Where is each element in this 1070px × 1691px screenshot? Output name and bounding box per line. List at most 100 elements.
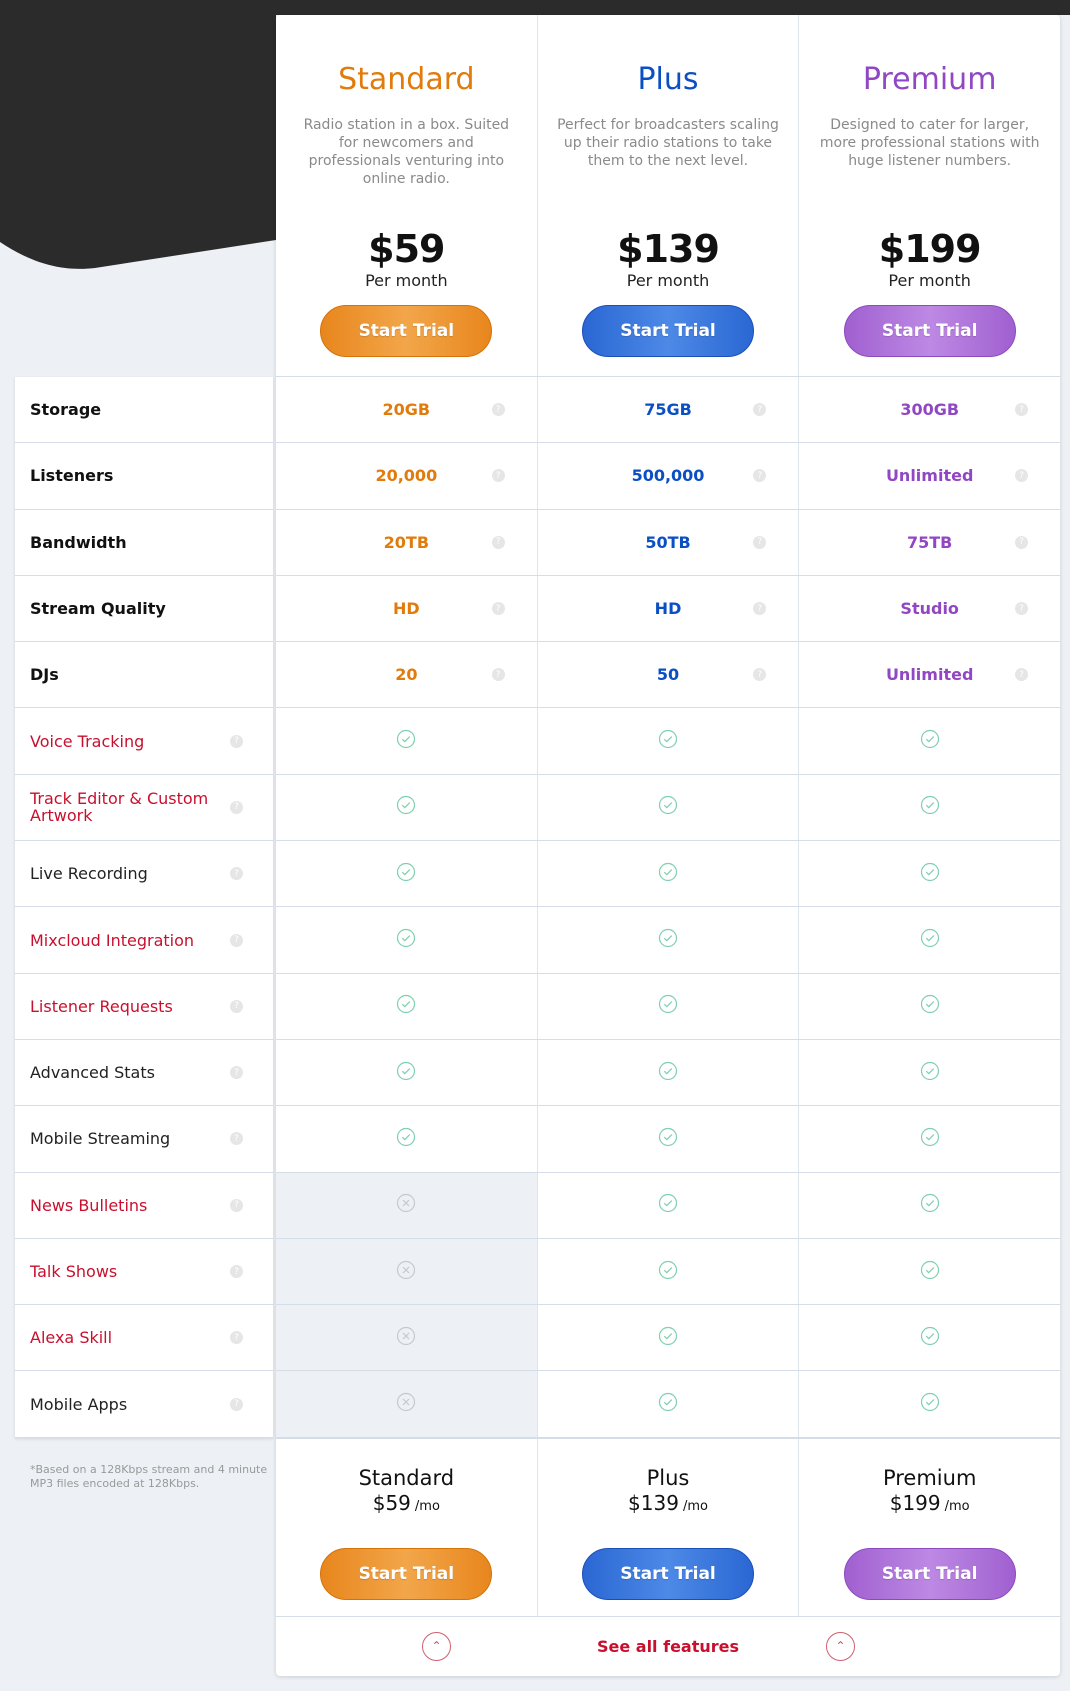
- help-icon[interactable]: ?: [753, 403, 767, 417]
- table-row: [276, 1106, 1060, 1173]
- start-trial-button[interactable]: Start Trial: [843, 1547, 1016, 1600]
- feature-link[interactable]: Talk Shows: [30, 1262, 118, 1281]
- cell-value: 75TB: [906, 532, 953, 552]
- feature-label: Stream Quality: [30, 599, 166, 619]
- feature-label-row: Mobile Apps?: [15, 1371, 273, 1438]
- check-circle-icon: [658, 1061, 678, 1085]
- footer-price: $59: [372, 1490, 411, 1515]
- collapse-up-icon[interactable]: ⌃: [422, 1631, 451, 1661]
- cell-premium: [799, 1040, 1060, 1105]
- cell-standard: [276, 1371, 538, 1437]
- help-icon[interactable]: ?: [230, 999, 243, 1013]
- help-icon[interactable]: ?: [753, 469, 767, 483]
- plan-footer-standard: Standard $59/mo Start Trial: [276, 1438, 538, 1616]
- table-row: [276, 708, 1060, 775]
- help-icon[interactable]: ?: [753, 668, 767, 682]
- plan-name: Standard: [358, 1465, 455, 1490]
- cell-value: 50: [656, 665, 680, 685]
- plan-name: Premium: [862, 62, 997, 97]
- x-circle-icon: [396, 1260, 416, 1284]
- feature-label-row: Listeners: [15, 443, 273, 510]
- help-icon[interactable]: ?: [1015, 403, 1029, 417]
- plan-price: $199/mo: [799, 1491, 1060, 1515]
- start-trial-button[interactable]: Start Trial: [320, 1547, 493, 1600]
- check-circle-icon: [396, 1127, 416, 1151]
- help-icon[interactable]: ?: [230, 1066, 243, 1080]
- price-period: Per month: [365, 271, 448, 290]
- cell-value: 20,000: [375, 466, 438, 486]
- cell-standard: [276, 708, 538, 774]
- cell-plus: [538, 973, 800, 1039]
- start-trial-button[interactable]: Start Trial: [582, 1547, 754, 1600]
- feature-link[interactable]: Alexa Skill: [30, 1328, 113, 1348]
- help-icon[interactable]: ?: [491, 668, 505, 682]
- help-icon[interactable]: ?: [230, 867, 243, 881]
- help-icon[interactable]: ?: [1015, 535, 1029, 549]
- cell-plus: [538, 841, 800, 907]
- cell-premium: 75TB?: [799, 510, 1060, 575]
- help-icon[interactable]: ?: [1015, 469, 1029, 483]
- feature-label-row: News Bulletins?: [15, 1173, 273, 1239]
- plan-header-plus: Plus Perfect for broadcasters scaling up …: [538, 15, 800, 376]
- help-icon[interactable]: ?: [491, 602, 505, 616]
- feature-label-row: Bandwidth: [15, 510, 273, 576]
- cell-plus: [538, 1172, 800, 1238]
- help-icon[interactable]: ?: [491, 403, 505, 417]
- plan-description: Radio station in a box. Suited for newco…: [303, 117, 510, 187]
- start-trial-button[interactable]: Start Trial: [320, 305, 493, 357]
- help-icon[interactable]: ?: [1015, 668, 1029, 682]
- help-icon[interactable]: ?: [1015, 602, 1029, 616]
- feature-link[interactable]: Track Editor & Custom Artwork: [30, 789, 209, 826]
- cell-plus: 500,000?: [538, 443, 800, 509]
- cell-plus: [538, 708, 800, 774]
- cell-plus: [538, 774, 800, 841]
- x-circle-icon: [396, 1392, 416, 1416]
- cell-premium: Studio?: [799, 576, 1060, 641]
- help-icon[interactable]: ?: [230, 734, 243, 748]
- table-row: [276, 1039, 1060, 1107]
- help-icon[interactable]: ?: [491, 469, 505, 483]
- cell-standard: [276, 1039, 538, 1106]
- footer-price: $139: [628, 1490, 679, 1515]
- feature-link[interactable]: Voice Tracking: [30, 731, 145, 751]
- cell-standard: [276, 1305, 538, 1371]
- help-icon[interactable]: ?: [753, 602, 767, 616]
- check-circle-icon: [658, 795, 678, 819]
- plan-header-premium: Premium Designed to cater for larger, mor…: [799, 15, 1060, 376]
- table-row: 20? 50? Unlimited?: [276, 642, 1060, 709]
- see-all-features-link[interactable]: See all features: [596, 1636, 740, 1656]
- check-circle-icon: [920, 862, 940, 886]
- check-circle-icon: [920, 729, 940, 753]
- help-icon[interactable]: ?: [230, 1397, 243, 1411]
- start-trial-button[interactable]: Start Trial: [582, 305, 754, 357]
- check-circle-icon: [920, 1193, 940, 1217]
- cell-premium: 300GB?: [799, 377, 1060, 442]
- cell-value: HD: [654, 599, 682, 619]
- help-icon[interactable]: ?: [491, 535, 505, 549]
- check-circle-icon: [920, 795, 940, 819]
- cell-premium: [799, 775, 1060, 840]
- feature-label-row: Track Editor & Custom Artwork?: [15, 775, 273, 842]
- feature-link[interactable]: Mixcloud Integration: [30, 930, 195, 950]
- cell-plus: 75GB?: [538, 377, 800, 443]
- feature-link[interactable]: Listener Requests: [30, 996, 173, 1016]
- cell-plus: HD?: [538, 575, 800, 642]
- feature-label-row: Listener Requests?: [15, 974, 273, 1040]
- help-icon[interactable]: ?: [230, 1265, 243, 1278]
- help-icon[interactable]: ?: [230, 1331, 243, 1345]
- table-row: [276, 907, 1060, 974]
- cell-standard: [276, 907, 538, 973]
- help-icon[interactable]: ?: [230, 1198, 243, 1212]
- help-icon[interactable]: ?: [753, 535, 767, 549]
- cell-plus: 50?: [538, 642, 800, 708]
- help-icon[interactable]: ?: [230, 933, 243, 947]
- feature-link[interactable]: News Bulletins: [30, 1195, 148, 1215]
- help-icon[interactable]: ?: [230, 800, 243, 814]
- cell-premium: [799, 1106, 1060, 1171]
- check-circle-icon: [920, 1061, 940, 1085]
- footnote: *Based on a 128Kbps stream and 4 minute …: [30, 1463, 268, 1490]
- collapse-up-icon[interactable]: ⌃: [826, 1631, 855, 1661]
- cell-standard: 20TB?: [276, 509, 538, 575]
- start-trial-button[interactable]: Start Trial: [843, 305, 1016, 357]
- help-icon[interactable]: ?: [230, 1132, 243, 1146]
